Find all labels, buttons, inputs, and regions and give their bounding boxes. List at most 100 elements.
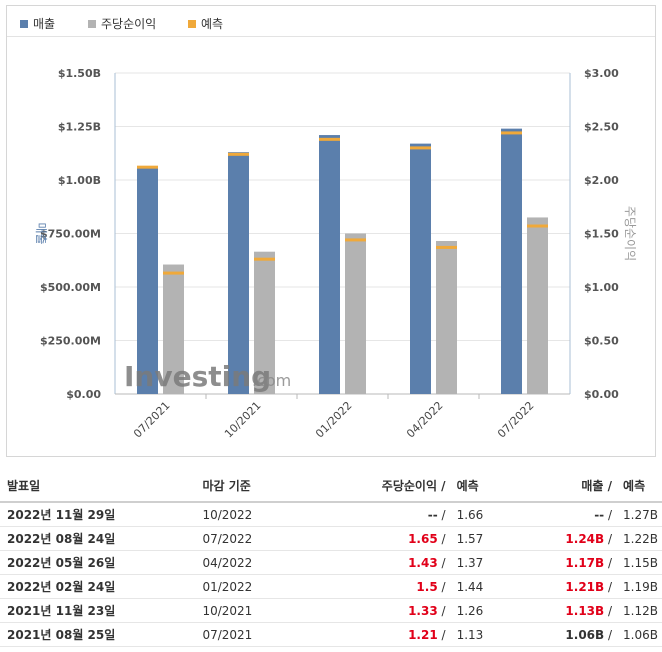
bar-eps [163, 264, 184, 394]
x-tick-label: 07/2021 [131, 399, 173, 441]
x-tick-label: 04/2022 [404, 399, 446, 441]
bar-revenue [501, 128, 522, 394]
forecast-marker-eps [527, 224, 548, 228]
y-tick-label: $750.00M [40, 228, 101, 241]
cell-period: 04/2022 [195, 550, 312, 575]
cell-revenue: 1.06B / [520, 622, 617, 647]
investing-watermark: Investing [124, 360, 271, 393]
chart-legend: 매출 주당순이익 예측 [7, 6, 655, 37]
header-revenue-sep: / [607, 479, 613, 493]
table-row: 2022년 02월 24일 01/2022 1.5 /1.44 1.21B /1.19… [0, 574, 662, 599]
cell-revenue: 1.17B / [520, 550, 617, 575]
cell-revenue-sep: / [608, 531, 613, 546]
cell-eps: 1.43 / [311, 550, 450, 575]
x-tick-label: 01/2022 [313, 399, 355, 441]
y2-tick-label: $0.50 [584, 335, 619, 348]
forecast-marker-eps [163, 271, 184, 275]
cell-date: 2021년 11월 23일 [0, 598, 196, 623]
forecast-marker-revenue [319, 137, 340, 141]
cell-eps: 1.33 / [311, 598, 450, 623]
table-row: 2021년 11월 23일 10/2021 1.33 /1.26 1.13B /1.1… [0, 598, 662, 623]
table-row: 2022년 08월 24일 07/2022 1.65 /1.57 1.24B /1.2… [0, 526, 662, 551]
forecast-marker-revenue [137, 165, 158, 169]
table-row: 2022년 05월 26일 04/2022 1.43 /1.37 1.17B /1.1… [0, 550, 662, 575]
cell-eps-value: -- [427, 507, 438, 522]
cell-eps-forecast: 1.44 [449, 574, 521, 599]
legend-label-eps: 주당순이익 [101, 17, 157, 31]
cell-revenue-forecast: 1.15B [616, 550, 662, 575]
cell-revenue-value: 1.17B [565, 555, 605, 570]
cell-period: 07/2021 [195, 622, 312, 647]
earnings-table: 발표일 마감 기준 주당순이익 / 예측 매출 / 예측 2022년 11월 2… [0, 470, 662, 647]
cell-eps-sep: / [441, 579, 446, 594]
header-revenue[interactable]: 매출 / [520, 470, 617, 503]
chart-plot: $0.00 $0.00 $250.00M $0.50 $500.00M $1.00 $750… [34, 67, 637, 441]
legend-swatch-revenue [20, 19, 28, 28]
header-eps-forecast[interactable]: 예측 [449, 470, 521, 503]
forecast-marker-revenue [501, 131, 522, 135]
header-date[interactable]: 발표일 [0, 470, 196, 503]
cell-revenue-value: 1.13B [565, 603, 605, 618]
forecast-marker-revenue [228, 152, 249, 156]
cell-date: 2022년 08월 24일 [0, 526, 196, 551]
y-tick-label: $1.50B [58, 67, 101, 80]
cell-date: 2022년 05월 26일 [0, 550, 196, 575]
legend-label-forecast: 예측 [201, 17, 224, 31]
cell-eps-sep: / [441, 531, 446, 546]
cell-eps-forecast: 1.66 [449, 502, 521, 527]
table-row: 2021년 08월 25일 07/2021 1.21 /1.13 1.06B /1.0… [0, 622, 662, 647]
table-header-row: 발표일 마감 기준 주당순이익 / 예측 매출 / 예측 [0, 470, 662, 503]
y-tick-label: $250.00M [40, 335, 101, 348]
y2-tick-label: $1.50 [584, 228, 619, 241]
y-tick-label: $1.00B [58, 174, 101, 187]
y-axis-title: 매출 [34, 222, 48, 244]
cell-eps-value: 1.65 [408, 531, 438, 546]
legend-swatch-eps [88, 19, 96, 28]
y2-tick-label: $1.00 [584, 281, 619, 294]
cell-revenue-value: -- [594, 507, 605, 522]
cell-eps-forecast: 1.57 [449, 526, 521, 551]
cell-eps-value: 1.33 [408, 603, 438, 618]
y-tick-label: $1.25B [58, 121, 101, 134]
x-tick-label: 10/2021 [222, 399, 264, 441]
bar-revenue [228, 152, 249, 394]
legend-item-eps[interactable]: 주당순이익 [88, 15, 156, 32]
forecast-marker-eps [436, 245, 457, 249]
legend-item-revenue[interactable]: 매출 [20, 15, 55, 32]
cell-eps-value: 1.43 [408, 555, 438, 570]
earnings-chart: 매출 주당순이익 예측 $0.00 $0.00 $250.00M $0.50 $500.… [6, 5, 656, 457]
investing-watermark-suffix: .com [252, 371, 291, 390]
cell-eps: 1.65 / [311, 526, 450, 551]
header-period[interactable]: 마감 기준 [195, 470, 312, 503]
cell-eps-forecast: 1.37 [449, 550, 521, 575]
header-revenue-forecast[interactable]: 예측 [616, 470, 662, 503]
forecast-marker-eps [345, 238, 366, 242]
y-tick-label: $0.00 [66, 388, 101, 401]
legend-swatch-forecast [188, 19, 196, 28]
x-tick-label: 07/2022 [495, 399, 537, 441]
cell-revenue-forecast: 1.12B [616, 598, 662, 623]
cell-date: 2021년 08월 25일 [0, 622, 196, 647]
bar-revenue [137, 167, 158, 394]
legend-item-forecast[interactable]: 예측 [188, 15, 223, 32]
cell-revenue-forecast: 1.06B [616, 622, 662, 647]
bar-eps [345, 233, 366, 394]
bar-revenue [410, 143, 431, 394]
cell-eps-sep: / [441, 627, 446, 642]
cell-revenue-sep: / [608, 603, 613, 618]
bar-eps [436, 240, 457, 394]
cell-revenue: 1.21B / [520, 574, 617, 599]
header-eps[interactable]: 주당순이익 / [311, 470, 450, 503]
y2-tick-label: $2.50 [584, 121, 619, 134]
forecast-marker-eps [254, 257, 275, 261]
header-eps-label: 주당순이익 [381, 479, 437, 493]
cell-period: 10/2022 [195, 502, 312, 527]
cell-revenue-value: 1.24B [565, 531, 605, 546]
y2-axis-title: 주당순이익 [623, 206, 637, 261]
legend-label-revenue: 매출 [33, 17, 56, 31]
cell-revenue-value: 1.06B [565, 627, 605, 642]
cell-revenue-sep: / [608, 507, 613, 522]
cell-date: 2022년 02월 24일 [0, 574, 196, 599]
y2-tick-label: $0.00 [584, 388, 619, 401]
bar-eps [527, 217, 548, 394]
